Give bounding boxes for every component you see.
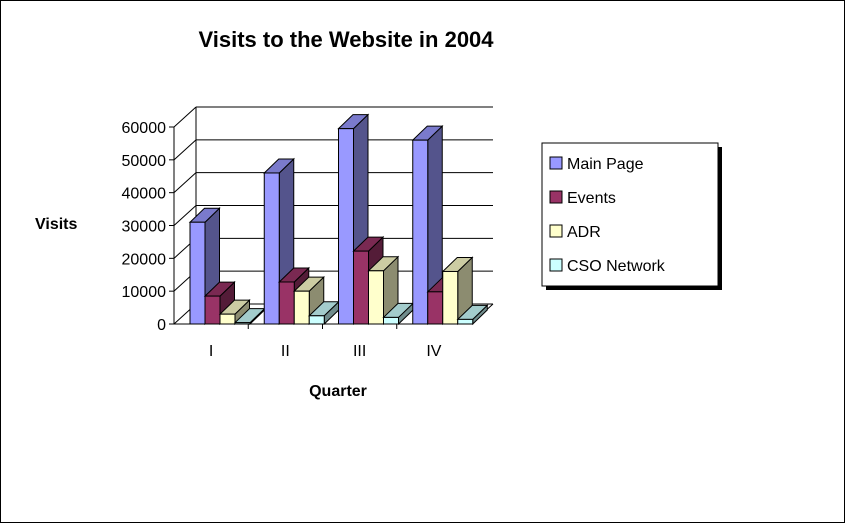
y-tick-label: 20000: [122, 251, 167, 268]
y-tick-labels: 0 10000 20000 30000 40000 50000 60000: [122, 120, 167, 334]
bar: [382, 302, 415, 326]
gridline-side: [173, 205, 197, 226]
bar: [308, 300, 340, 326]
legend-swatch: [549, 258, 563, 272]
bar: [456, 304, 489, 326]
gridline-side: [173, 172, 197, 194]
bar-front: [263, 172, 280, 325]
bar-front: [308, 315, 325, 325]
gridline-side: [173, 106, 197, 128]
y-tick-label: 10000: [122, 284, 167, 301]
bar-front: [234, 322, 251, 325]
legend-label: ADR: [567, 224, 601, 241]
bar-front: [278, 281, 295, 325]
bar-front: [412, 139, 429, 325]
bar-front: [204, 295, 221, 325]
legend-label: CSO Network: [567, 258, 666, 275]
bar-front: [442, 270, 459, 325]
y-tick-label: 0: [157, 317, 166, 334]
legend-swatch: [549, 224, 563, 238]
legend-label: Events: [567, 190, 616, 207]
y-axis-label: Visits: [35, 216, 78, 233]
chart-title: Visits to the Website in 2004: [198, 27, 494, 52]
x-tick-label: III: [353, 343, 366, 360]
x-axis-label: Quarter: [309, 383, 367, 400]
bar-front: [427, 291, 444, 325]
bars: [188, 113, 489, 326]
legend-box: [541, 142, 719, 287]
legend-swatch: [549, 190, 563, 204]
x-tick-label: I: [209, 343, 213, 360]
bar-front: [353, 250, 369, 325]
bar: [367, 255, 400, 326]
bar-front: [293, 290, 310, 325]
legend-swatch: [549, 156, 563, 170]
bar-front: [189, 221, 206, 325]
x-tick-labels: I II III IV: [209, 343, 442, 360]
y-tick-label: 60000: [122, 120, 167, 137]
bar: [441, 256, 474, 326]
y-tick-label: 40000: [122, 186, 167, 203]
bar: [218, 298, 251, 326]
y-tick-label: 50000: [122, 153, 167, 170]
x-tick-label: IV: [426, 343, 441, 360]
bar-front: [457, 318, 474, 325]
bar-front: [219, 313, 236, 325]
bar-front: [368, 270, 384, 325]
bar-front: [338, 128, 354, 325]
bar-front: [383, 316, 399, 325]
legend-label: Main Page: [567, 156, 644, 173]
y-tick-label: 30000: [122, 219, 167, 236]
legend: Main Page Events ADR CSO Network: [541, 142, 722, 290]
gridline-side: [173, 139, 197, 161]
x-tick-label: II: [281, 343, 290, 360]
bar: [411, 124, 444, 326]
